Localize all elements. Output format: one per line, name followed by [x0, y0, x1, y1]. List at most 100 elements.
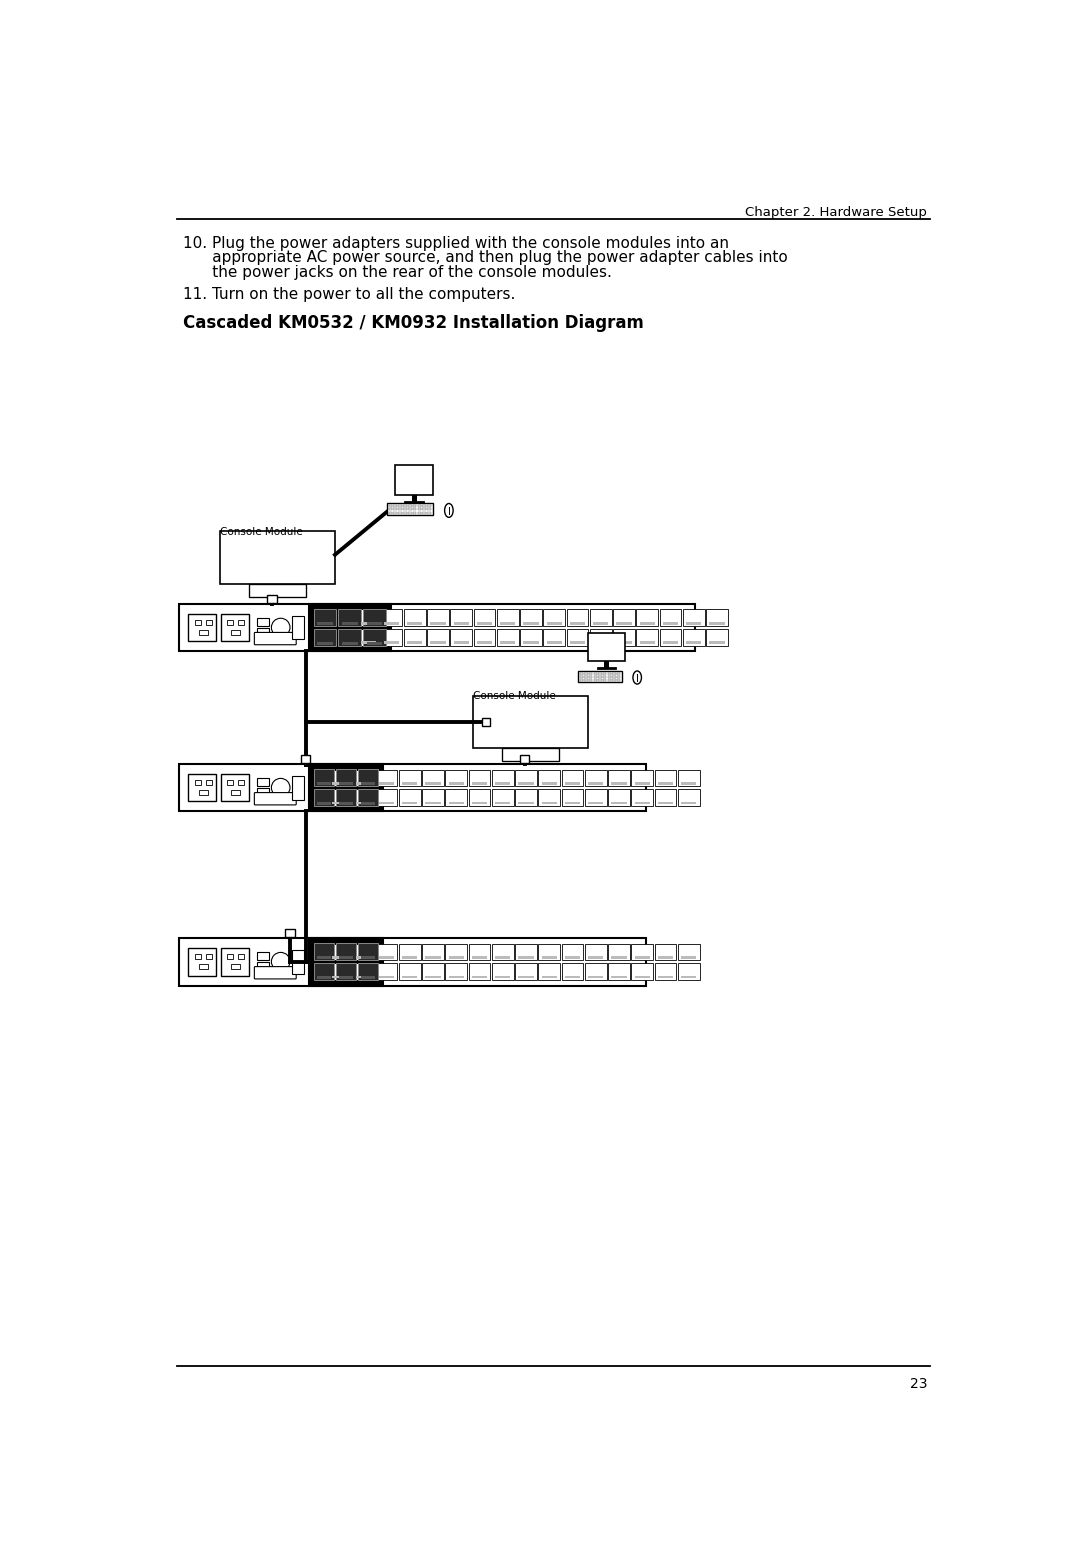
Bar — [542, 975, 557, 978]
Bar — [562, 944, 583, 961]
Bar — [179, 604, 694, 651]
Bar — [413, 505, 417, 507]
Bar — [413, 512, 417, 513]
Bar — [632, 770, 653, 787]
Bar — [518, 782, 534, 784]
Bar — [539, 789, 561, 806]
Bar — [355, 975, 370, 978]
Bar — [491, 944, 514, 961]
Bar — [333, 956, 348, 959]
Bar — [363, 629, 386, 646]
Bar — [469, 770, 490, 787]
Bar — [355, 782, 370, 784]
Bar — [678, 770, 700, 787]
Bar — [584, 673, 588, 675]
Bar — [333, 801, 348, 804]
Bar — [639, 642, 654, 643]
Bar — [231, 629, 241, 635]
Bar — [363, 609, 386, 626]
Bar — [542, 782, 557, 784]
Bar — [611, 782, 626, 784]
Bar — [663, 623, 678, 624]
Bar — [408, 512, 411, 513]
Bar — [445, 944, 467, 961]
Bar — [580, 676, 583, 678]
Bar — [422, 944, 444, 961]
Bar — [339, 977, 353, 980]
Bar — [376, 770, 397, 787]
Bar — [352, 770, 374, 787]
Bar — [539, 962, 561, 980]
Bar — [426, 956, 441, 959]
Bar — [589, 975, 604, 978]
Bar — [585, 770, 607, 787]
Bar — [546, 642, 562, 643]
Bar — [336, 944, 355, 959]
Bar — [580, 673, 583, 675]
Bar — [495, 956, 511, 959]
Bar — [394, 465, 433, 495]
Bar — [403, 509, 407, 510]
Bar — [654, 789, 676, 806]
Bar — [589, 676, 593, 678]
Bar — [570, 623, 585, 624]
Bar — [658, 801, 673, 804]
Bar — [376, 944, 397, 961]
Text: Cascaded KM0532 / KM0932 Installation Diagram: Cascaded KM0532 / KM0932 Installation Di… — [183, 315, 644, 332]
Bar — [359, 944, 378, 959]
Bar — [491, 770, 514, 787]
Bar — [469, 962, 490, 980]
Bar — [309, 604, 391, 651]
Bar — [399, 505, 402, 507]
Bar — [681, 782, 697, 784]
Bar — [678, 789, 700, 806]
Text: 10. Plug the power adapters supplied with the console modules into an: 10. Plug the power adapters supplied wit… — [183, 236, 729, 250]
Bar — [428, 505, 431, 507]
Bar — [333, 975, 348, 978]
Bar — [450, 629, 472, 646]
Bar — [635, 801, 650, 804]
Bar — [309, 937, 383, 986]
Bar — [565, 801, 580, 804]
Bar — [227, 779, 233, 786]
Bar — [589, 782, 604, 784]
Bar — [660, 609, 681, 626]
Bar — [450, 609, 472, 626]
Bar — [431, 623, 446, 624]
Bar — [598, 676, 602, 678]
Bar — [199, 964, 207, 969]
Bar — [495, 801, 511, 804]
Bar — [402, 956, 417, 959]
Bar — [608, 679, 611, 681]
Bar — [635, 782, 650, 784]
Bar — [445, 962, 467, 980]
Bar — [521, 629, 542, 646]
Bar — [589, 956, 604, 959]
Bar — [402, 801, 417, 804]
Bar — [422, 512, 426, 513]
Bar — [292, 950, 303, 973]
Bar — [329, 770, 351, 787]
Bar — [336, 962, 355, 980]
Bar — [318, 642, 333, 645]
Bar — [336, 768, 355, 786]
Bar — [612, 673, 616, 675]
Bar — [397, 468, 431, 493]
Bar — [472, 956, 487, 959]
Bar — [585, 944, 607, 961]
Bar — [189, 948, 216, 975]
Bar — [194, 955, 201, 959]
Text: appropriate AC power source, and then plug the power adapter cables into: appropriate AC power source, and then pl… — [183, 250, 787, 264]
Bar — [521, 609, 542, 626]
Bar — [361, 956, 375, 959]
Bar — [454, 623, 469, 624]
Bar — [361, 642, 376, 643]
Bar — [333, 782, 348, 784]
Bar — [445, 770, 467, 787]
Bar — [612, 679, 616, 681]
Bar — [366, 642, 382, 645]
FancyBboxPatch shape — [255, 632, 296, 645]
Bar — [608, 770, 630, 787]
Bar — [515, 770, 537, 787]
Bar — [632, 789, 653, 806]
